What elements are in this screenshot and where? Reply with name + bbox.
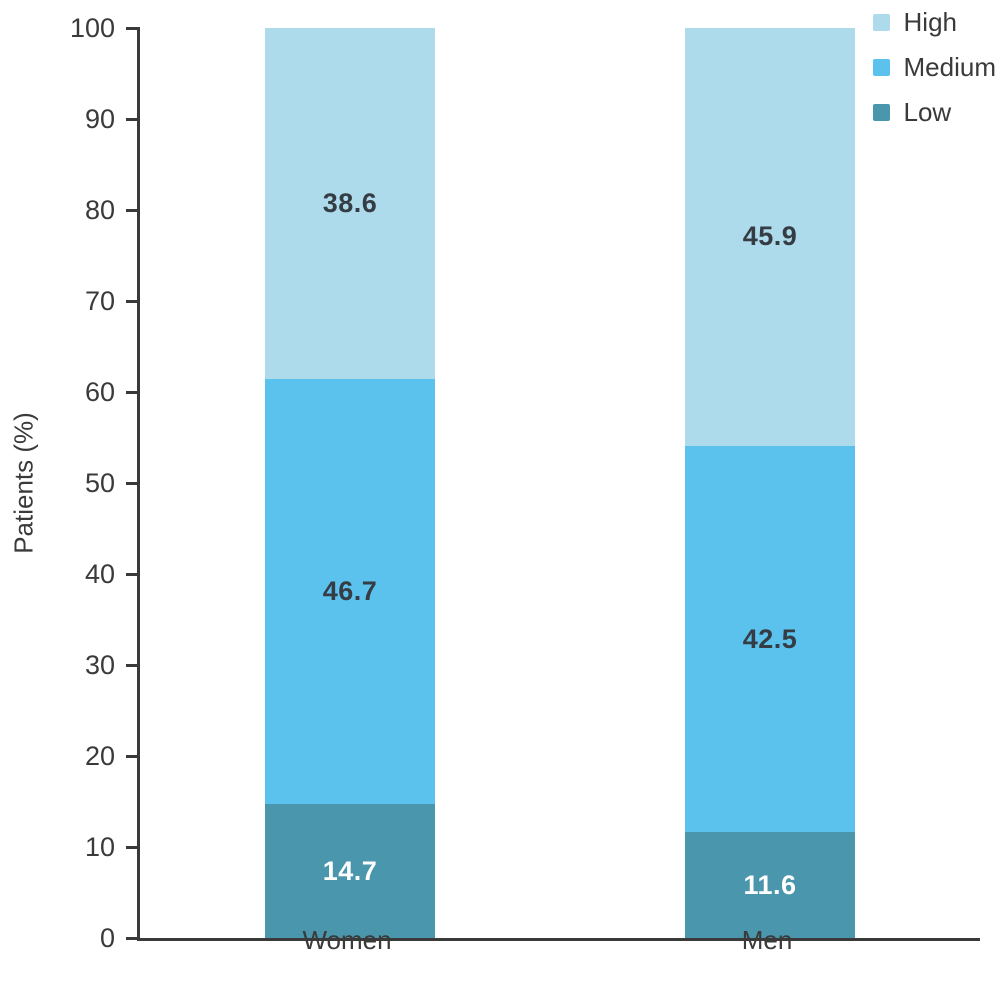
legend-label-low: Low: [903, 97, 952, 127]
legend-marker-high-icon: [872, 13, 890, 31]
segment-value-high-men: 45.9: [742, 221, 798, 252]
y-tick-mark-30: [126, 663, 140, 667]
y-tick-label-30: 30: [84, 650, 115, 680]
bar-segment-low-women: 14.7: [265, 804, 435, 938]
segment-value-medium-women: 46.7: [322, 576, 378, 607]
bar-men: 11.6 42.5 45.9: [685, 28, 855, 938]
y-tick-label-70: 70: [84, 286, 115, 316]
legend-item-medium: Medium: [872, 52, 996, 82]
y-tick-label-100: 100: [69, 13, 115, 43]
y-tick-label-60: 60: [84, 377, 115, 407]
y-tick-mark-60: [126, 390, 140, 394]
y-tick-mark-10: [126, 845, 140, 849]
y-tick-mark-100: [126, 26, 140, 30]
segment-value-low-men: 11.6: [743, 869, 797, 900]
y-tick-mark-40: [126, 572, 140, 576]
bar-segment-medium-women: 46.7: [265, 379, 435, 805]
x-category-label-women: Women: [302, 925, 392, 955]
plot-area: 0 10 20 30 40 50 60 70 80 90 100 14.7 46.7 38.6 11.6 4…: [70, 13, 980, 953]
legend: High Medium Low: [872, 7, 996, 143]
x-category-label-men: Men: [741, 925, 793, 955]
y-tick-label-40: 40: [84, 559, 115, 589]
legend-item-low: Low: [872, 97, 996, 127]
bar-segment-high-women: 38.6: [265, 28, 435, 380]
y-tick-label-80: 80: [84, 195, 115, 225]
y-tick-label-90: 90: [84, 104, 115, 134]
y-tick-label-50: 50: [84, 468, 115, 498]
segment-value-low-women: 14.7: [322, 855, 378, 886]
legend-label-medium: Medium: [903, 52, 996, 82]
legend-label-high: High: [903, 7, 957, 37]
y-tick-label-0: 0: [99, 923, 115, 953]
legend-marker-low-icon: [872, 103, 890, 121]
y-tick-mark-90: [126, 117, 140, 121]
y-tick-label-10: 10: [84, 832, 115, 862]
bar-segment-high-men: 45.9: [685, 28, 855, 446]
legend-item-high: High: [872, 7, 996, 37]
bar-segment-medium-men: 42.5: [685, 445, 855, 833]
bar-women: 14.7 46.7 38.6: [265, 28, 435, 938]
segment-value-medium-men: 42.5: [742, 623, 798, 654]
bar-segment-low-men: 11.6: [685, 832, 855, 938]
segment-value-high-women: 38.6: [322, 188, 378, 219]
y-tick-mark-70: [126, 299, 140, 303]
y-tick-mark-20: [126, 754, 140, 758]
y-tick-mark-50: [126, 481, 140, 485]
y-tick-mark-0: [126, 936, 140, 940]
legend-marker-medium-icon: [872, 58, 890, 76]
y-tick-label-20: 20: [84, 741, 115, 771]
y-tick-mark-80: [126, 208, 140, 212]
